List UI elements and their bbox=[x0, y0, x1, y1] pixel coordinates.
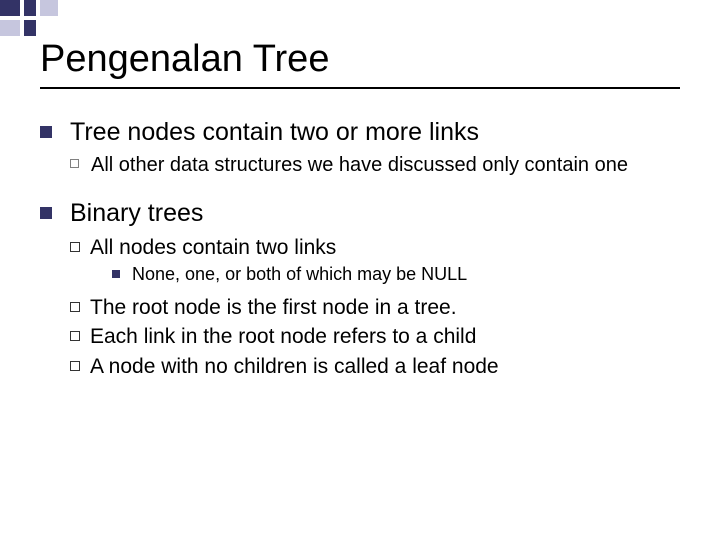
bullet-text: Each link in the root node refers to a c… bbox=[90, 323, 476, 350]
bullet-text: Binary trees bbox=[70, 198, 203, 229]
bullet-sub-sub-item: None, one, or both of which may be NULL bbox=[112, 263, 680, 286]
bullet-sub-item: All nodes contain two links bbox=[70, 234, 680, 261]
square-bullet-icon bbox=[40, 207, 52, 219]
bullet-text: Tree nodes contain two or more links bbox=[70, 117, 479, 148]
bullet-sub-item: The root node is the first node in a tre… bbox=[70, 294, 680, 321]
bullet-text: All other data structures we have discus… bbox=[91, 152, 628, 178]
bullet-text: None, one, or both of which may be NULL bbox=[132, 263, 467, 286]
hollow-square-bullet-icon bbox=[70, 242, 80, 252]
bullet-sub-item: Each link in the root node refers to a c… bbox=[70, 323, 680, 350]
hollow-square-bullet-icon bbox=[70, 159, 79, 168]
hollow-square-bullet-icon bbox=[70, 361, 80, 371]
bullet-sub-item: A node with no children is called a leaf… bbox=[70, 353, 680, 380]
bullet-item: Tree nodes contain two or more links bbox=[40, 117, 680, 148]
bullet-sub-item: All other data structures we have discus… bbox=[70, 152, 680, 178]
bullet-item: Binary trees bbox=[40, 198, 680, 229]
corner-decoration bbox=[0, 0, 58, 36]
bullet-text: All nodes contain two links bbox=[90, 234, 336, 261]
slide-title: Pengenalan Tree bbox=[40, 38, 680, 81]
square-bullet-icon bbox=[40, 126, 52, 138]
bullet-text: The root node is the first node in a tre… bbox=[90, 294, 457, 321]
hollow-square-bullet-icon bbox=[70, 302, 80, 312]
slide-content: Pengenalan Tree Tree nodes contain two o… bbox=[40, 38, 680, 382]
title-rule bbox=[40, 87, 680, 89]
square-bullet-icon bbox=[112, 270, 120, 278]
bullet-text: A node with no children is called a leaf… bbox=[90, 353, 499, 380]
hollow-square-bullet-icon bbox=[70, 331, 80, 341]
